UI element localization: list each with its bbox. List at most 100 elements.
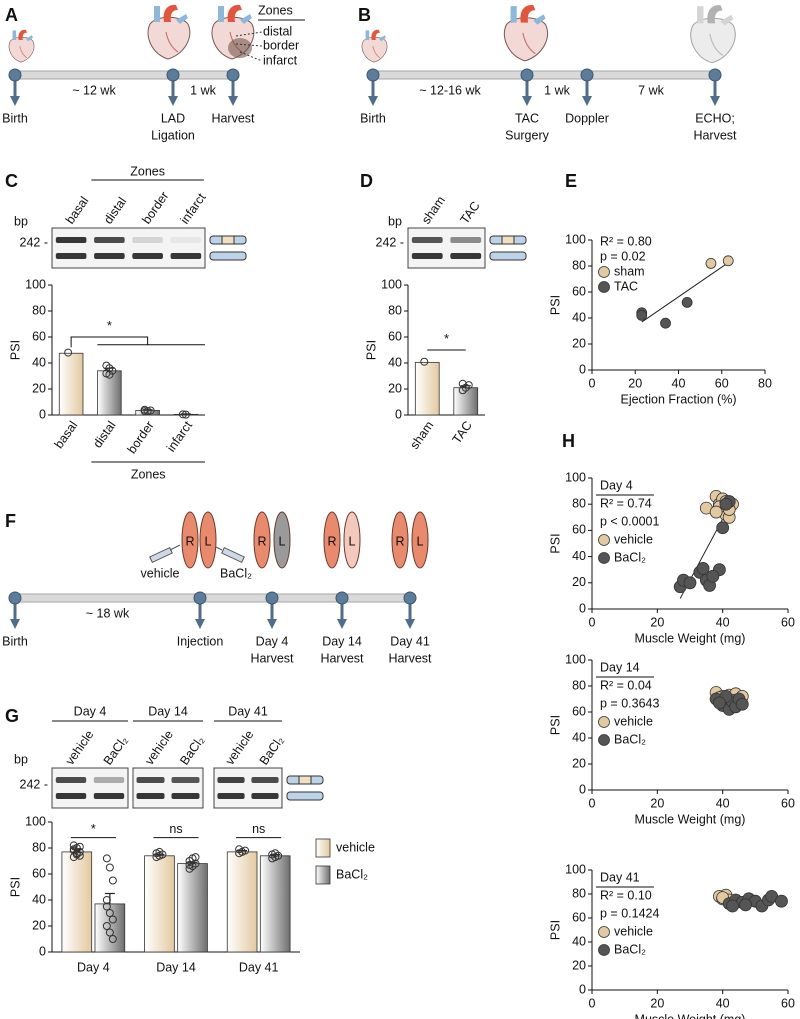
arrow-head xyxy=(267,619,277,629)
data-point xyxy=(709,505,723,519)
timeline-node xyxy=(226,68,240,82)
data-point xyxy=(775,894,788,908)
timeline-node xyxy=(265,591,279,605)
significance-label: ns xyxy=(252,822,265,836)
interval-label: 1 wk xyxy=(190,83,216,97)
data-point xyxy=(660,317,671,329)
event-label: Harvest xyxy=(693,128,737,142)
zones-title: Zones xyxy=(258,3,293,17)
legend-label: BaCl₂ xyxy=(614,732,646,746)
gel-band xyxy=(136,777,165,783)
stat-label: p = 0.02 xyxy=(600,249,646,263)
y-tick-label: 100 xyxy=(565,232,586,246)
bar xyxy=(58,352,84,416)
data-point xyxy=(105,928,114,937)
marker-label: 242 - xyxy=(376,235,405,249)
event-label: Harvest xyxy=(320,651,364,665)
zone-item: border xyxy=(263,38,299,52)
legend-label: BaCl₂ xyxy=(336,867,368,881)
timeline-node xyxy=(580,68,594,82)
y-tick-label: 40 xyxy=(572,310,586,324)
x-tick-label: basal xyxy=(52,419,81,452)
y-tick-label: 0 xyxy=(579,982,586,996)
y-tick-label: 0 xyxy=(395,407,402,421)
timeline-node xyxy=(366,68,380,82)
exon-icon xyxy=(221,235,235,245)
data-point xyxy=(719,497,733,511)
stat-label: R² = 0.80 xyxy=(600,234,652,248)
y-tick-label: 0 xyxy=(579,601,586,615)
interval-label: ~ 12 wk xyxy=(72,83,116,97)
event-label: Birth xyxy=(360,111,386,125)
data-point xyxy=(108,915,117,924)
zone-pointer xyxy=(235,43,263,47)
y-tick-label: 80 xyxy=(572,678,586,692)
y-tick-label: 0 xyxy=(39,407,46,421)
data-point xyxy=(108,935,117,943)
y-tick-label: 100 xyxy=(25,277,46,291)
y-tick-label: 20 xyxy=(572,336,586,350)
data-point xyxy=(69,841,78,850)
event-label: Harvest xyxy=(388,651,432,665)
event-label: Surgery xyxy=(505,128,550,142)
y-tick-label: 80 xyxy=(572,886,586,900)
lane-label: border xyxy=(139,189,171,227)
fit-line xyxy=(641,262,729,323)
muscle xyxy=(273,511,291,569)
legend-swatch xyxy=(315,865,331,885)
panel-label: D xyxy=(360,171,373,191)
timeline-node xyxy=(520,68,534,82)
heart-icon xyxy=(147,4,191,60)
timeline-bar xyxy=(372,70,716,80)
x-tick-label: border xyxy=(125,419,157,457)
data-point xyxy=(735,697,749,711)
data-point xyxy=(241,846,250,855)
event-label: Harvest xyxy=(250,651,294,665)
event-label: Day 14 xyxy=(322,634,362,648)
bar xyxy=(226,851,258,953)
arrow-head xyxy=(522,96,532,106)
data-point xyxy=(181,410,190,419)
x-tick-label: 80 xyxy=(758,376,772,390)
y-tick-label: 20 xyxy=(32,381,46,395)
timeline-node xyxy=(403,591,417,605)
bp-label: bp xyxy=(388,214,402,228)
legend-swatch xyxy=(315,838,331,858)
y-tick-label: 60 xyxy=(32,329,46,343)
y-tick-label: 80 xyxy=(388,303,402,317)
timeline-node xyxy=(193,591,207,605)
y-tick-label: 100 xyxy=(25,814,46,828)
gel-header: Day 14 xyxy=(148,704,188,718)
muscle-side: L xyxy=(205,534,212,548)
y-tick-label: 0 xyxy=(579,362,586,376)
data-point xyxy=(706,569,720,583)
heart-icon xyxy=(361,29,388,63)
arrow-head xyxy=(10,619,20,629)
gel xyxy=(51,227,206,269)
arrow-head xyxy=(10,96,20,106)
arrow-head xyxy=(168,96,178,106)
data-point xyxy=(155,847,164,856)
panel-label: E xyxy=(565,171,577,191)
data-point xyxy=(75,842,84,851)
y-tick-label: 80 xyxy=(572,258,586,272)
gel-band xyxy=(217,777,245,783)
gel-band xyxy=(132,253,163,259)
panel-label: A xyxy=(5,5,18,25)
y-axis-label: PSI xyxy=(548,295,562,315)
legend-label: vehicle xyxy=(336,840,375,854)
y-tick-label: 60 xyxy=(572,704,586,718)
x-tick-label: 40 xyxy=(716,996,730,1010)
zone-pointer xyxy=(235,31,263,37)
x-axis-label: Muscle Weight (mg) xyxy=(635,812,746,826)
gel xyxy=(51,767,129,809)
lane-label: vehicle xyxy=(63,728,97,768)
zone-item: infarct xyxy=(263,53,298,67)
x-tick-label: 0 xyxy=(589,796,596,810)
gel-band xyxy=(170,253,202,259)
y-tick-label: 40 xyxy=(388,355,402,369)
x-axis-label: Muscle Weight (mg) xyxy=(635,1012,746,1019)
y-tick-label: 60 xyxy=(572,284,586,298)
gel-band xyxy=(450,237,482,243)
